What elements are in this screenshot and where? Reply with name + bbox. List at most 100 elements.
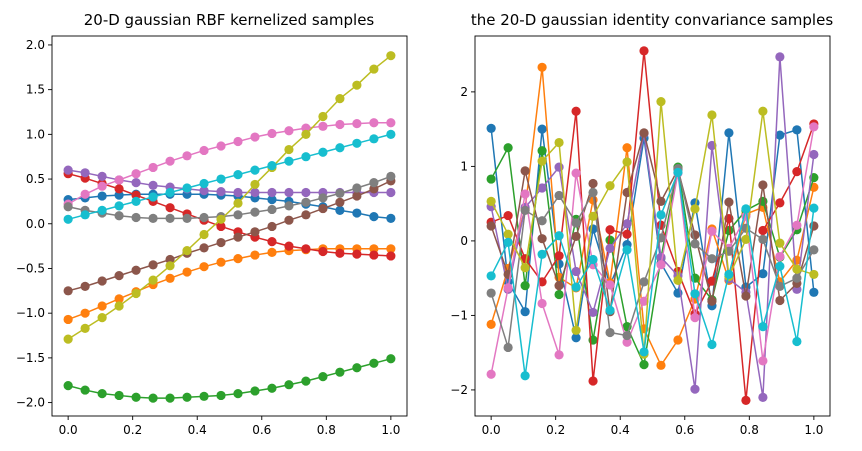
chart-left-series-3-point	[335, 367, 345, 377]
chart-right-series-10-point	[724, 269, 734, 280]
chart-left-series-5-point	[250, 187, 260, 198]
chart-right-series-6-point	[520, 166, 530, 176]
chart-left-series-10	[63, 129, 396, 224]
chart-right-x-tick-label: 0.8	[740, 423, 759, 437]
chart-left-series-6-point	[352, 191, 362, 201]
chart-right-series-6-point	[588, 178, 598, 189]
chart-left-series-9-point	[233, 198, 243, 208]
chart-right-series-5-point	[622, 219, 632, 229]
chart-left-series-7-point	[369, 118, 379, 128]
chart-left-series-10-point	[267, 161, 277, 171]
chart-left-series-3-point	[250, 386, 260, 396]
chart-right-series-5-point	[690, 384, 700, 394]
chart-right-series-9-point	[792, 264, 802, 274]
chart-right-series-9-point	[690, 204, 700, 214]
chart-left-series-7-point	[318, 121, 328, 131]
chart-left-series-8-point	[131, 212, 141, 223]
chart-left-series-8-point	[335, 188, 345, 198]
chart-left-title: 20-D gaussian RBF kernelized samples	[84, 11, 375, 29]
chart-left-series-10-point	[369, 134, 379, 144]
chart-left-series-9-point	[318, 111, 328, 122]
chart-left-series-8-point	[284, 201, 294, 211]
chart-right-series-9-point	[622, 157, 632, 167]
chart-right-series-2-point	[537, 62, 547, 72]
chart-left-series-10-point	[301, 152, 311, 162]
chart-right-series-10-point	[503, 237, 513, 247]
chart-left-series-2-point	[80, 308, 90, 318]
chart-left-series-4-point	[386, 251, 396, 261]
chart-left-series-8-point	[148, 213, 158, 223]
chart-right-series-7-point	[809, 122, 819, 132]
chart-left: 20-D gaussian RBF kernelized samples 0.0…	[16, 11, 408, 437]
chart-left-series-6-point	[301, 210, 311, 220]
chart-left-y-tick-label: −1.0	[16, 306, 45, 320]
chart-left-series-5-point	[233, 187, 243, 198]
chart-left-series-7-point	[216, 141, 226, 151]
chart-right-series-7-point	[554, 350, 564, 360]
chart-right-series-3-point	[520, 281, 530, 291]
chart-left-series-3-point	[216, 390, 226, 401]
chart-right-series-7-point	[792, 220, 802, 230]
chart-left-y-tick-label: 1.5	[26, 83, 45, 97]
chart-left-series-8-point	[165, 213, 175, 223]
chart-left-series-6-point	[148, 260, 158, 270]
chart-right-series-1-point	[792, 125, 802, 135]
chart-right-series-layer	[486, 46, 819, 405]
chart-left-series-7-point	[199, 145, 209, 156]
chart-right-series-9-point	[673, 275, 683, 285]
chart-left-series-10-point	[352, 138, 362, 148]
chart-left-series-5-point	[148, 180, 158, 190]
chart-right-series-10-point	[622, 245, 632, 255]
chart-left-y-tick-label: −0.5	[16, 261, 45, 275]
chart-left-series-7-point	[182, 151, 192, 161]
chart-left-series-6-point	[216, 237, 226, 248]
chart-left-series-6-point	[114, 271, 124, 281]
chart-right-title: the 20-D gaussian identity convariance s…	[471, 11, 833, 29]
chart-right-series-6-point	[758, 180, 768, 190]
chart-left-series-2-point	[182, 267, 192, 277]
chart-right-series-8-point	[588, 187, 598, 198]
chart-left-series-10-point	[63, 214, 73, 224]
chart-right-series-10-point	[639, 347, 649, 357]
chart-right-series-6-point	[656, 196, 666, 207]
chart-left-series-4-point	[165, 203, 175, 213]
chart-right-series-8-point	[809, 245, 819, 255]
chart-left-series-10-point	[250, 165, 260, 175]
chart-right: the 20-D gaussian identity convariance s…	[450, 11, 833, 437]
chart-right-series-4-point	[775, 198, 785, 208]
chart-right-series-10-point	[741, 204, 751, 214]
chart-right-y-tick-label: 2	[460, 85, 468, 99]
chart-right-series-9-point	[605, 181, 615, 191]
chart-right-series-4-point	[622, 229, 632, 239]
chart-right-x-tick-label: 0.2	[546, 423, 565, 437]
chart-right-series-6-point	[775, 295, 785, 306]
chart-right-series-10-point	[554, 231, 564, 241]
chart-right-x-tick-label: 1.0	[804, 423, 823, 437]
chart-right-series-9-point	[588, 211, 598, 221]
chart-left-series-6	[63, 176, 396, 296]
chart-left-series-8-point	[199, 212, 209, 223]
chart-left-series-6-point	[97, 276, 107, 286]
chart-right-series-8-point	[537, 216, 547, 226]
chart-left-series-6-point	[63, 286, 73, 296]
chart-left-series-7-point	[114, 175, 124, 185]
chart-right-series-7-point	[537, 298, 547, 309]
chart-left-series-3-point	[199, 391, 209, 401]
chart-left-series-6-point	[267, 221, 277, 232]
chart-left-series-3-point	[148, 393, 158, 403]
chart-right-series-1-point	[537, 124, 547, 134]
chart-left-series-7-point	[97, 181, 107, 191]
chart-left-series-10-point	[318, 147, 328, 157]
chart-right-series-8-point	[571, 218, 581, 228]
chart-left-series-8-point	[233, 210, 243, 220]
chart-left-series-9-point	[301, 129, 311, 139]
chart-left-y-tick-label: −2.0	[16, 396, 45, 410]
chart-left-series-2-point	[250, 250, 260, 260]
chart-right-series-6-point	[639, 128, 649, 138]
chart-right-y-tick-label: 1	[460, 159, 468, 173]
chart-right-series-7-point	[656, 260, 666, 270]
chart-right-series-6-point	[486, 221, 496, 231]
chart-left-series-2-point	[97, 301, 107, 311]
chart-right-series-7-point	[639, 296, 649, 306]
